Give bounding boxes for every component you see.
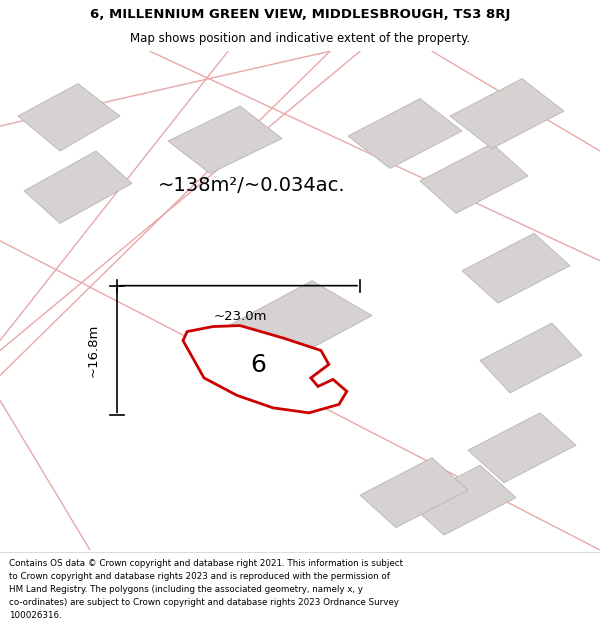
Text: 6, MILLENNIUM GREEN VIEW, MIDDLESBROUGH, TS3 8RJ: 6, MILLENNIUM GREEN VIEW, MIDDLESBROUGH,… [90, 8, 510, 21]
Text: 100026316.: 100026316. [9, 611, 62, 621]
Polygon shape [462, 233, 570, 303]
Text: to Crown copyright and database rights 2023 and is reproduced with the permissio: to Crown copyright and database rights 2… [9, 572, 390, 581]
Polygon shape [210, 281, 372, 371]
Polygon shape [348, 99, 462, 169]
Text: ~138m²/~0.034ac.: ~138m²/~0.034ac. [158, 176, 346, 196]
Text: 6: 6 [250, 354, 266, 377]
Polygon shape [408, 465, 516, 535]
Polygon shape [183, 326, 347, 413]
Polygon shape [420, 144, 528, 213]
Text: Map shows position and indicative extent of the property.: Map shows position and indicative extent… [130, 32, 470, 45]
Text: ~16.8m: ~16.8m [86, 324, 100, 377]
Polygon shape [24, 151, 132, 223]
Text: HM Land Registry. The polygons (including the associated geometry, namely x, y: HM Land Registry. The polygons (includin… [9, 585, 363, 594]
Text: ~23.0m: ~23.0m [213, 309, 267, 322]
Polygon shape [360, 458, 468, 528]
Polygon shape [450, 79, 564, 149]
Text: co-ordinates) are subject to Crown copyright and database rights 2023 Ordnance S: co-ordinates) are subject to Crown copyr… [9, 598, 399, 608]
Text: Contains OS data © Crown copyright and database right 2021. This information is : Contains OS data © Crown copyright and d… [9, 559, 403, 568]
Polygon shape [468, 413, 576, 482]
Polygon shape [168, 106, 282, 174]
Polygon shape [18, 84, 120, 151]
Polygon shape [480, 323, 582, 393]
